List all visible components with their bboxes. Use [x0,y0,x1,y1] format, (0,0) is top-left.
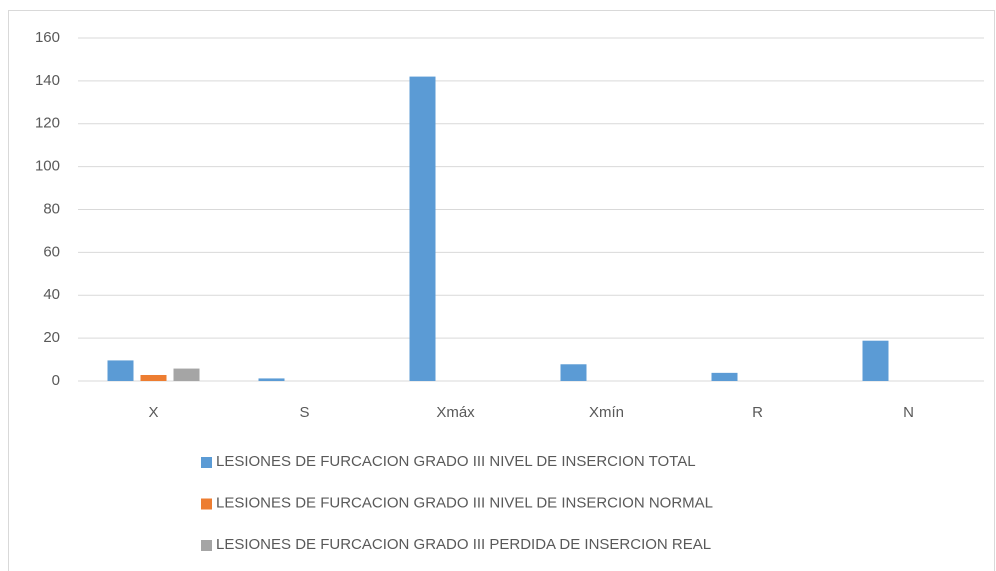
y-tick-label: 120 [35,115,60,132]
y-tick-label: 20 [43,329,60,346]
bar [140,374,167,381]
y-tick-label: 100 [35,158,60,175]
chart-border [8,10,995,571]
y-tick-label: 140 [35,72,60,89]
x-tick-label: R [752,404,763,421]
y-tick-label: 80 [43,200,60,217]
bar [107,360,134,381]
y-tick-label: 0 [52,372,60,389]
bar [409,76,436,382]
legend-swatch [201,498,212,510]
y-tick-label: 60 [43,243,60,260]
legend-swatch [201,457,212,468]
y-tick-label: 40 [43,286,60,303]
x-tick-label: Xmáx [436,404,475,421]
x-tick-label: S [299,404,309,421]
legend-label: LESIONES DE FURCACION GRADO III PERDIDA … [216,536,711,553]
bar [258,378,285,381]
legend-swatch [201,540,212,551]
x-tick-label: N [903,404,914,421]
bar [173,368,200,381]
legend-label: LESIONES DE FURCACION GRADO III NIVEL DE… [216,453,696,470]
bar [862,340,889,381]
legend-label: LESIONES DE FURCACION GRADO III NIVEL DE… [216,494,713,511]
x-tick-label: Xmín [589,404,624,421]
bar [711,372,738,381]
bar [560,364,587,381]
x-tick-label: X [148,404,158,421]
y-tick-label: 160 [35,29,60,46]
